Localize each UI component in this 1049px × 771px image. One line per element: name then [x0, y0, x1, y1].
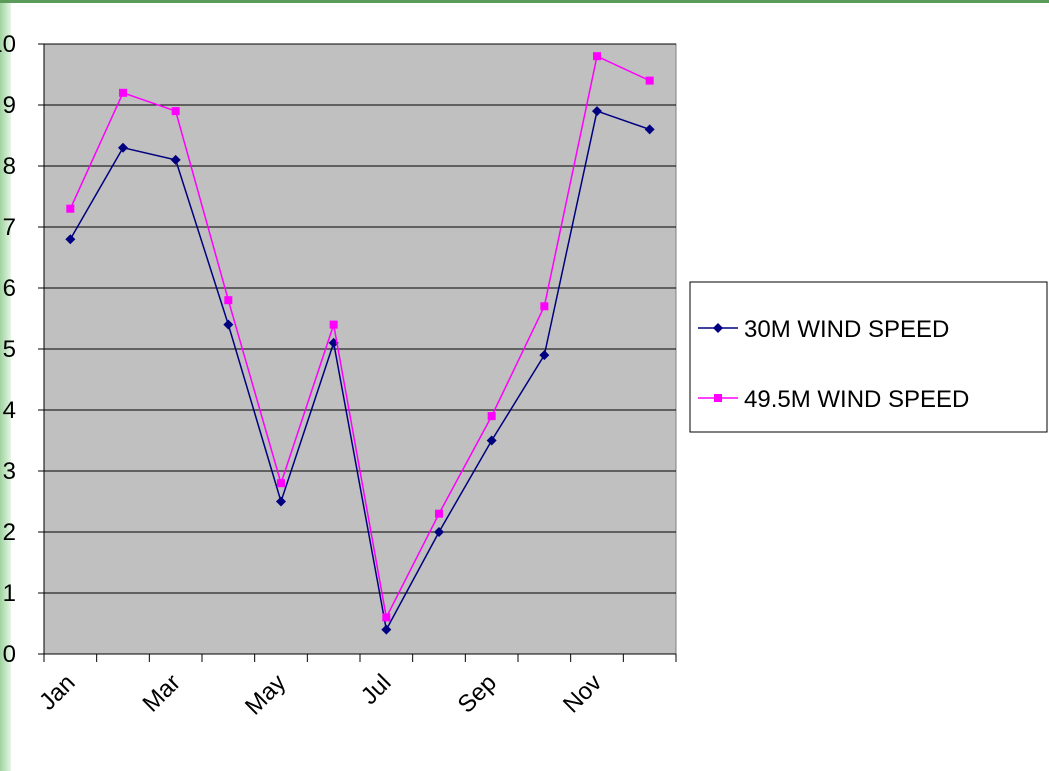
marker: [593, 52, 601, 61]
marker: [539, 350, 550, 361]
marker: [224, 296, 233, 305]
marker: [171, 107, 180, 116]
marker: [434, 527, 444, 537]
marker: [435, 509, 443, 518]
marker: [223, 319, 234, 330]
marker: [540, 302, 549, 311]
y-tick-label: 10: [0, 31, 16, 58]
marker: [170, 154, 181, 165]
y-tick-label: 1: [3, 580, 16, 607]
marker: [713, 323, 723, 333]
marker: [329, 320, 338, 329]
marker: [486, 435, 497, 446]
marker: [645, 76, 654, 85]
y-tick-label: 5: [3, 336, 16, 363]
y-tick-label: 9: [3, 92, 16, 119]
marker: [65, 234, 76, 245]
side-strip: [0, 0, 11, 771]
top-border: [0, 0, 1049, 3]
marker: [118, 142, 128, 153]
marker: [592, 106, 602, 117]
marker: [66, 204, 75, 213]
y-tick-label: 4: [3, 397, 16, 424]
marker: [381, 624, 392, 635]
y-tick-label: 0: [3, 641, 16, 668]
marker: [276, 496, 286, 507]
marker: [487, 412, 496, 421]
legend-box: [689, 281, 1048, 433]
y-tick-label: 8: [3, 153, 16, 180]
marker: [644, 124, 655, 135]
y-tick-label: 3: [3, 458, 16, 485]
marker: [119, 88, 127, 97]
marker: [714, 394, 722, 402]
legend-label: 49.5M WIND SPEED: [744, 386, 969, 413]
marker: [277, 479, 285, 488]
y-tick-label: 7: [3, 214, 16, 241]
legend-label: 30M WIND SPEED: [744, 316, 949, 343]
y-tick-label: 6: [3, 275, 16, 302]
series-line: [69, 110, 650, 632]
series-line: [69, 55, 650, 620]
y-tick-label: 2: [3, 519, 16, 546]
marker: [382, 613, 391, 622]
